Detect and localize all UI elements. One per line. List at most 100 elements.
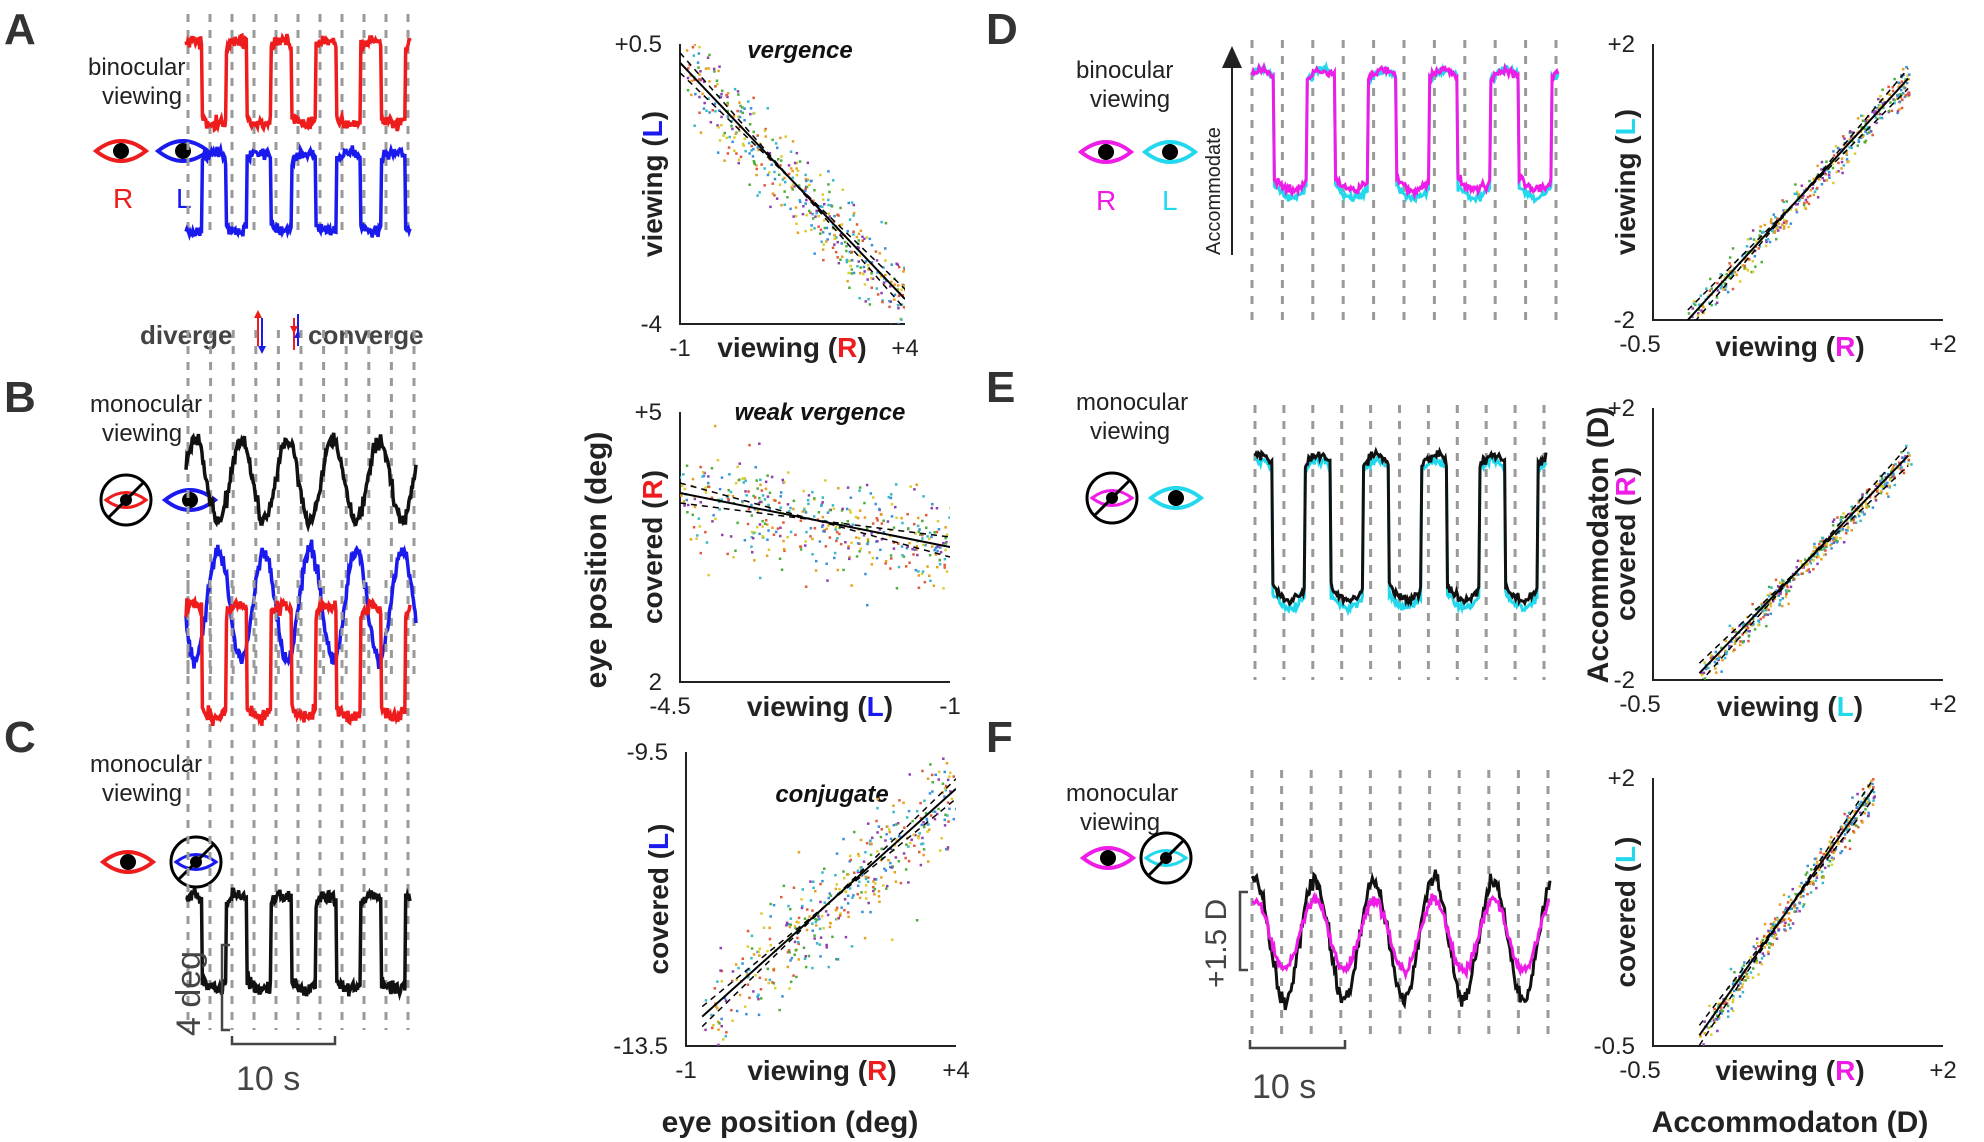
scatter-point [866, 278, 869, 281]
scatter-point [855, 555, 859, 558]
scatter-point [778, 501, 781, 505]
scatter-point [1757, 973, 1760, 976]
scatter-point [1866, 802, 1870, 805]
scatter-point [865, 842, 869, 845]
scatter-point [1692, 300, 1696, 303]
scatter-point [731, 494, 735, 498]
scatter-point [1755, 240, 1758, 243]
scatter-point [848, 250, 852, 254]
scatter-point [767, 981, 770, 985]
scatter-point [1859, 519, 1862, 523]
scatter-point [915, 483, 918, 486]
scatter-point [793, 185, 796, 188]
scatter-point [1832, 541, 1836, 544]
scatter-point [889, 847, 893, 850]
scatter-point [717, 69, 720, 73]
scatter-point [1731, 982, 1735, 986]
scatter-point [889, 865, 892, 869]
scatter-point [1842, 135, 1845, 138]
scatter-point [936, 549, 939, 553]
scatter-point [797, 921, 800, 924]
scatter-point [699, 551, 702, 555]
scatter-point [1841, 529, 1844, 532]
scatter-point [1812, 568, 1815, 571]
scatter-point [1711, 1016, 1715, 1020]
scatter-point [1741, 641, 1745, 644]
scatter-point [1761, 231, 1764, 234]
scatter-point [1808, 179, 1811, 183]
scatter-point [770, 163, 773, 166]
scatter-point [804, 544, 807, 547]
scatter-point [720, 1017, 723, 1021]
scatter-point [1861, 493, 1864, 496]
scatter-point [919, 801, 922, 805]
scatter-point [748, 183, 751, 186]
scatter-point [822, 258, 825, 262]
trial-gridlines [186, 580, 410, 1030]
scatter-point [1728, 256, 1732, 259]
scatter-point [1856, 509, 1859, 512]
scatter-point [780, 159, 783, 162]
scatter-point [1766, 943, 1769, 946]
scatter-point [811, 212, 814, 216]
scatter-point [823, 202, 826, 206]
scatter-point [1702, 311, 1705, 315]
scatter-point [781, 178, 785, 181]
scatter-point [913, 488, 916, 491]
scatter-point [948, 741, 951, 744]
scatter-point [1728, 644, 1731, 648]
scatter-point [1779, 592, 1782, 596]
scatter-point [1896, 94, 1899, 98]
scatter-point [757, 148, 760, 152]
scatter-point [827, 170, 830, 173]
scatter-point [927, 823, 930, 826]
scatter-point [718, 139, 722, 142]
scatter-point [1892, 464, 1896, 467]
scatter-point [1702, 1051, 1705, 1054]
scatter-point [1724, 651, 1727, 654]
scatter-point [1757, 620, 1761, 624]
scatter-point [1847, 824, 1850, 828]
scatter-point [902, 555, 906, 558]
scatter-point [741, 500, 744, 503]
scatter-point [828, 215, 831, 218]
scatter-point [886, 884, 889, 888]
scatter-point [1738, 635, 1742, 639]
scatter-point [876, 850, 879, 853]
scatter-point [954, 728, 957, 731]
scatter-point [935, 530, 939, 534]
scatter-point [1777, 928, 1781, 931]
scatter-point [731, 970, 735, 973]
scatter-point [1860, 126, 1864, 129]
scatter-point [865, 483, 869, 487]
y-tick-label: +2 [1608, 31, 1635, 58]
scatter-point [769, 902, 772, 906]
scatter-point [1852, 830, 1855, 833]
scatter-point [717, 1043, 720, 1046]
scatter-point [1841, 516, 1844, 519]
scatter-point [1844, 845, 1847, 849]
scatter-point [864, 891, 867, 894]
scatter-point [804, 965, 808, 969]
scatter-point [712, 1024, 715, 1027]
scatter-point [1853, 820, 1856, 823]
scatter-point [1764, 244, 1768, 248]
scatter-point [752, 147, 755, 151]
scatter-point [706, 1052, 709, 1055]
scatter-point [885, 833, 888, 836]
scatter-point [1755, 961, 1759, 964]
scatter-point [1856, 117, 1860, 120]
scatter-point [1726, 1015, 1730, 1018]
scatter-point [1847, 140, 1850, 144]
scatter-point [797, 958, 800, 961]
scatter-point [903, 268, 905, 271]
scatter-point [1691, 307, 1694, 310]
scatter-point [1749, 971, 1753, 974]
scatter-point [833, 556, 836, 560]
scatter-point [880, 513, 883, 516]
scatter-point [1797, 193, 1800, 196]
scatter-point [1849, 822, 1852, 825]
scatter-point [768, 151, 772, 155]
scatter-point [1804, 207, 1808, 210]
scatter-point [1812, 555, 1816, 558]
